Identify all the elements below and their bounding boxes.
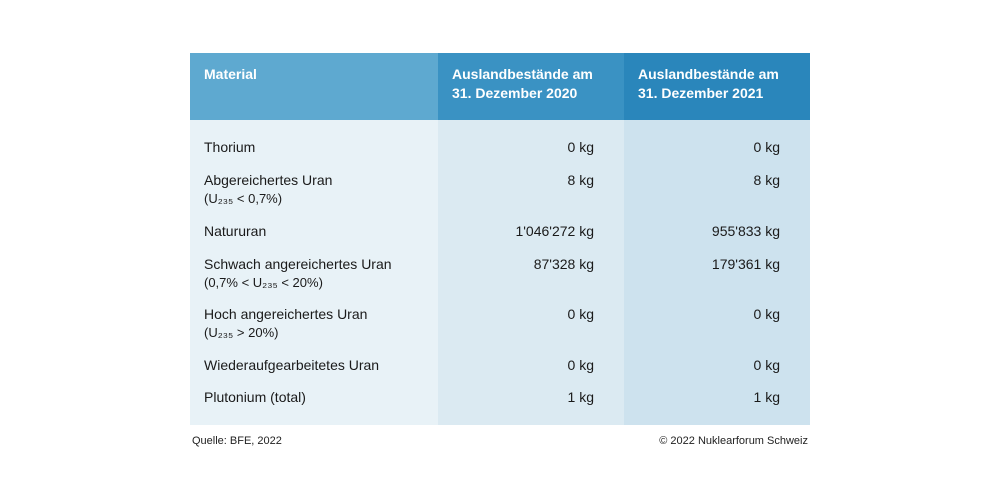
material-name: Plutonium (total) <box>204 388 424 407</box>
source-label: Quelle: BFE, 2022 <box>192 435 282 447</box>
table-row: Wiederaufgearbeitetes Uran 0 kg0 kg <box>190 349 810 382</box>
cell-2020: 1'046'272 kg <box>438 215 624 248</box>
material-name: Thorium <box>204 138 424 157</box>
table-row: Schwach angereichertes Uran(0,7% < U₂₃₅ … <box>190 248 810 298</box>
cell-2021: 8 kg <box>624 164 810 214</box>
col-material: Material <box>190 53 438 121</box>
col-2020: Auslandbestände am 31. Dezember 2020 <box>438 53 624 121</box>
table-footer: Quelle: BFE, 2022 © 2022 Nuklearforum Sc… <box>190 425 810 447</box>
cell-material: Natururan <box>190 215 438 248</box>
material-name: Hoch angereichertes Uran <box>204 305 424 324</box>
cell-material: Plutonium (total) <box>190 381 438 425</box>
col-2021: Auslandbestände am 31. Dezember 2021 <box>624 53 810 121</box>
cell-material: Schwach angereichertes Uran(0,7% < U₂₃₅ … <box>190 248 438 298</box>
cell-2020: 87'328 kg <box>438 248 624 298</box>
cell-2021: 0 kg <box>624 349 810 382</box>
cell-material: Hoch angereichertes Uran(U₂₃₅ > 20%) <box>190 298 438 348</box>
table-header-row: Material Auslandbestände am 31. Dezember… <box>190 53 810 121</box>
material-sub: (U₂₃₅ < 0,7%) <box>204 190 424 208</box>
cell-2020: 0 kg <box>438 298 624 348</box>
cell-2021: 1 kg <box>624 381 810 425</box>
table-row: Abgereichertes Uran(U₂₃₅ < 0,7%)8 kg8 kg <box>190 164 810 214</box>
material-sub: (U₂₃₅ > 20%) <box>204 324 424 342</box>
material-name: Schwach angereichertes Uran <box>204 255 424 274</box>
cell-2021: 179'361 kg <box>624 248 810 298</box>
cell-2020: 1 kg <box>438 381 624 425</box>
material-sub: (0,7% < U₂₃₅ < 20%) <box>204 274 424 292</box>
cell-2021: 0 kg <box>624 298 810 348</box>
material-name: Natururan <box>204 222 424 241</box>
materials-table: Material Auslandbestände am 31. Dezember… <box>190 53 810 426</box>
copyright-label: © 2022 Nuklearforum Schweiz <box>659 435 808 447</box>
cell-material: Abgereichertes Uran(U₂₃₅ < 0,7%) <box>190 164 438 214</box>
table-body: Thorium0 kg0 kgAbgereichertes Uran(U₂₃₅ … <box>190 120 810 425</box>
table-row: Hoch angereichertes Uran(U₂₃₅ > 20%)0 kg… <box>190 298 810 348</box>
cell-material: Thorium <box>190 120 438 164</box>
cell-2020: 8 kg <box>438 164 624 214</box>
cell-2021: 955'833 kg <box>624 215 810 248</box>
cell-2020: 0 kg <box>438 120 624 164</box>
material-name: Abgereichertes Uran <box>204 171 424 190</box>
table-row: Plutonium (total) 1 kg1 kg <box>190 381 810 425</box>
material-name: Wiederaufgearbeitetes Uran <box>204 356 424 375</box>
cell-2020: 0 kg <box>438 349 624 382</box>
cell-2021: 0 kg <box>624 120 810 164</box>
cell-material: Wiederaufgearbeitetes Uran <box>190 349 438 382</box>
table-container: Material Auslandbestände am 31. Dezember… <box>190 53 810 448</box>
table-row: Thorium 0 kg0 kg <box>190 120 810 164</box>
table-row: Natururan 1'046'272 kg955'833 kg <box>190 215 810 248</box>
